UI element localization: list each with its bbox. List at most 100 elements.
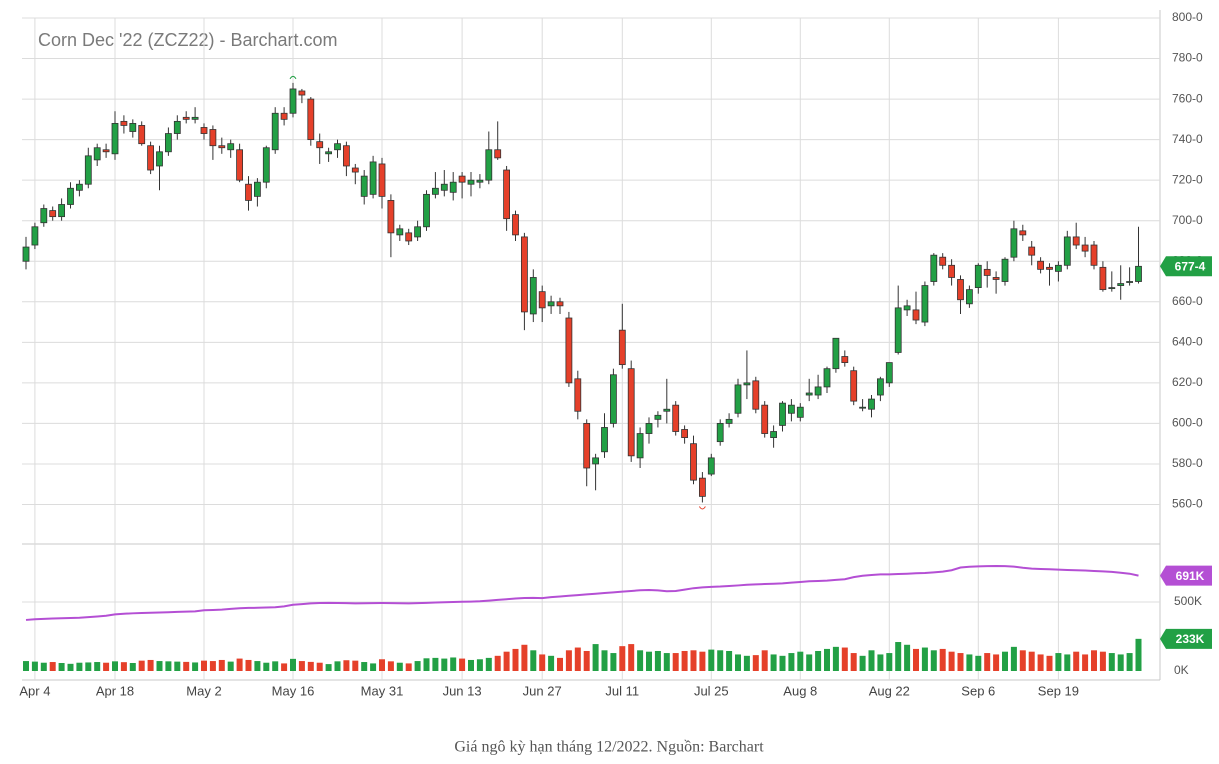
volume-bar [548, 655, 555, 671]
volume-bar [1126, 653, 1133, 671]
candle-body [725, 418, 733, 424]
y-tick-label: 560-0 [1172, 497, 1203, 511]
candle-body [1019, 230, 1027, 236]
candle-body [342, 145, 350, 167]
candle-body [120, 120, 128, 126]
candle-body [707, 457, 715, 475]
y-tick-label: 760-0 [1172, 91, 1203, 105]
volume-bar [557, 657, 563, 671]
candle-body [316, 141, 324, 149]
candle-body [512, 214, 519, 236]
volume-bar [752, 655, 759, 671]
volume-bar [379, 659, 385, 671]
volume-bar [1135, 638, 1142, 671]
volume-bar [236, 658, 243, 671]
candle-body [271, 112, 279, 151]
y-tick-label: 620-0 [1172, 375, 1203, 389]
candle-body [627, 368, 635, 457]
y-tick-label: 700-0 [1172, 213, 1203, 227]
volume-bar [824, 648, 830, 671]
open-interest-line [25, 564, 1139, 621]
candle-body [574, 378, 582, 412]
x-tick-label: Apr 4 [19, 683, 50, 698]
badge-label: 233K [1176, 632, 1205, 646]
candle-body [209, 129, 217, 147]
candle-body [93, 147, 101, 161]
candle-body [966, 289, 973, 305]
volume-bar [966, 654, 973, 671]
volume-bar [1082, 654, 1089, 671]
volume-bar [325, 664, 332, 671]
volume-bar [788, 653, 795, 671]
candle-body [262, 147, 270, 183]
volume-bar [574, 647, 581, 671]
candle-body [841, 356, 849, 363]
y-tick-label: 660-0 [1172, 294, 1203, 308]
volume-bar [592, 644, 599, 671]
volume-bar [201, 660, 207, 671]
volume-bar [957, 653, 964, 671]
y-tick-label: 720-0 [1172, 172, 1203, 186]
candle-body [1037, 260, 1044, 270]
candle-body [253, 181, 261, 197]
y-tick-label: 800-0 [1172, 10, 1203, 24]
candle-body [805, 392, 813, 396]
candle-body [859, 406, 866, 409]
candle-body [1090, 244, 1098, 266]
candle-body [503, 169, 511, 220]
candle-body [49, 210, 57, 218]
candle-body [298, 90, 306, 96]
volume-bar [432, 657, 439, 671]
candle-body [1010, 228, 1018, 258]
candle-body [912, 309, 920, 321]
candle-body [40, 208, 48, 224]
volume-bar [610, 653, 617, 671]
volume-bar [281, 663, 288, 671]
candle-body [681, 429, 688, 438]
volume-bar [459, 658, 466, 671]
volume-bar [343, 660, 350, 671]
candle-body [280, 112, 288, 120]
volume-bar [681, 650, 688, 671]
candle-body [102, 149, 110, 153]
x-tick-label: Aug 8 [783, 683, 817, 698]
candle-body [369, 161, 377, 195]
y-tick-label: 600-0 [1172, 416, 1203, 430]
candle-body [173, 120, 181, 134]
volume-bar [637, 650, 644, 671]
volume-bar [1046, 655, 1053, 671]
volume-bar [503, 651, 510, 671]
volume-bar [841, 647, 848, 671]
volume-bar [49, 662, 56, 671]
candle-body [583, 423, 591, 469]
candle-body [885, 362, 893, 384]
candle-body [458, 175, 466, 183]
candle-body [58, 204, 65, 218]
volume-bar [254, 661, 261, 671]
volume-bar [192, 662, 199, 671]
candle-body [930, 254, 938, 282]
x-tick-label: Sep 6 [961, 683, 995, 698]
x-tick-label: May 2 [186, 683, 221, 698]
volume-bar [530, 650, 537, 671]
candle-body [565, 317, 573, 384]
volume-bar [174, 661, 181, 671]
volume-bar [984, 653, 991, 671]
volume-bar [1037, 654, 1044, 671]
volume-bar [646, 651, 652, 671]
volume-bar [779, 655, 786, 671]
candle-body [894, 307, 902, 353]
volume-bar [672, 653, 679, 671]
volume-bar [370, 663, 377, 671]
volume-bar [521, 644, 528, 671]
volume-bar [23, 661, 29, 671]
volume-bar [1019, 650, 1026, 671]
candle-body [191, 116, 199, 120]
volume-bar [913, 648, 919, 671]
x-tick-label: Jul 25 [694, 683, 729, 698]
candle-body [1028, 246, 1036, 256]
volume-bar [601, 650, 608, 671]
candle-body [796, 406, 804, 418]
volume-bar [832, 646, 839, 671]
